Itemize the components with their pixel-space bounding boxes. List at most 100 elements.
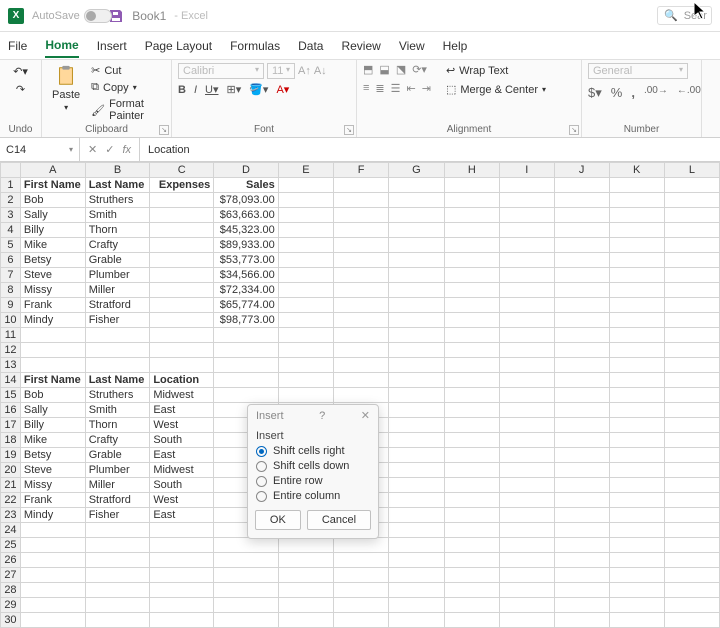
cell[interactable] — [214, 553, 279, 568]
cell[interactable] — [150, 238, 214, 253]
cell[interactable]: Billy — [20, 223, 85, 238]
cell[interactable] — [609, 433, 664, 448]
cell[interactable] — [278, 223, 333, 238]
row-header[interactable]: 16 — [1, 403, 21, 418]
cell[interactable]: Sales — [214, 178, 279, 193]
cell[interactable] — [554, 313, 609, 328]
cell[interactable] — [150, 193, 214, 208]
search-box[interactable]: 🔍 Sear — [657, 6, 712, 25]
cell[interactable] — [334, 553, 389, 568]
cell[interactable] — [500, 343, 555, 358]
col-header-K[interactable]: K — [609, 163, 664, 178]
cell[interactable]: Expenses — [150, 178, 214, 193]
cell[interactable] — [444, 178, 499, 193]
cell[interactable]: Frank — [20, 493, 85, 508]
col-header-I[interactable]: I — [500, 163, 555, 178]
decrease-font-icon[interactable]: A↓ — [314, 65, 327, 77]
cell[interactable] — [609, 268, 664, 283]
cell[interactable] — [214, 373, 279, 388]
indent-left-icon[interactable]: ⇤ — [407, 82, 416, 95]
cell[interactable] — [389, 223, 444, 238]
cell[interactable] — [150, 208, 214, 223]
cell[interactable] — [664, 538, 719, 553]
copy-button[interactable]: ⧉Copy▾ — [88, 80, 165, 95]
cell[interactable] — [278, 283, 333, 298]
cell[interactable] — [609, 223, 664, 238]
cell[interactable]: Betsy — [20, 448, 85, 463]
cell[interactable] — [500, 583, 555, 598]
cell[interactable]: South — [150, 478, 214, 493]
cell[interactable] — [444, 433, 499, 448]
cell[interactable] — [500, 493, 555, 508]
select-all-corner[interactable] — [1, 163, 21, 178]
cell[interactable] — [609, 478, 664, 493]
col-header-C[interactable]: C — [150, 163, 214, 178]
cell[interactable] — [664, 373, 719, 388]
tab-review[interactable]: Review — [341, 35, 380, 57]
cell[interactable] — [278, 178, 333, 193]
cell[interactable] — [609, 613, 664, 628]
cell[interactable]: Stratford — [85, 298, 150, 313]
cell[interactable] — [444, 313, 499, 328]
align-middle-icon[interactable]: ⬓ — [379, 63, 389, 76]
cell[interactable] — [389, 553, 444, 568]
row-header[interactable]: 10 — [1, 313, 21, 328]
cell[interactable] — [664, 433, 719, 448]
cell[interactable]: Betsy — [20, 253, 85, 268]
cell[interactable] — [334, 343, 389, 358]
cell[interactable] — [554, 463, 609, 478]
col-header-E[interactable]: E — [278, 163, 333, 178]
ok-button[interactable]: OK — [255, 510, 301, 530]
cell[interactable] — [554, 553, 609, 568]
cell[interactable] — [214, 613, 279, 628]
cell[interactable]: Bob — [20, 388, 85, 403]
cell[interactable] — [609, 568, 664, 583]
cell[interactable] — [444, 493, 499, 508]
cell[interactable] — [664, 463, 719, 478]
cell[interactable] — [500, 418, 555, 433]
cell[interactable] — [554, 268, 609, 283]
cell[interactable] — [500, 298, 555, 313]
cell[interactable] — [278, 328, 333, 343]
radio-shift-cells-down[interactable]: Shift cells down — [256, 460, 370, 472]
cell[interactable]: Mike — [20, 238, 85, 253]
cell[interactable] — [444, 538, 499, 553]
cell[interactable] — [609, 283, 664, 298]
cell[interactable] — [444, 343, 499, 358]
cell[interactable] — [334, 598, 389, 613]
cell[interactable] — [278, 373, 333, 388]
cell[interactable] — [278, 538, 333, 553]
row-header[interactable]: 28 — [1, 583, 21, 598]
cell[interactable]: $89,933.00 — [214, 238, 279, 253]
cell[interactable]: Crafty — [85, 433, 150, 448]
radio-entire-row[interactable]: Entire row — [256, 475, 370, 487]
formula-input[interactable]: Location — [140, 144, 198, 156]
cell[interactable] — [334, 613, 389, 628]
cell[interactable] — [609, 448, 664, 463]
cell[interactable] — [500, 178, 555, 193]
cell[interactable] — [609, 508, 664, 523]
cell[interactable] — [389, 448, 444, 463]
cell[interactable] — [334, 208, 389, 223]
cell[interactable] — [444, 553, 499, 568]
col-header-A[interactable]: A — [20, 163, 85, 178]
font-launcher[interactable]: ↘ — [344, 125, 354, 135]
underline-button[interactable]: U▾ — [205, 83, 218, 96]
row-header[interactable]: 13 — [1, 358, 21, 373]
cell[interactable] — [20, 328, 85, 343]
cell[interactable] — [609, 298, 664, 313]
cell[interactable] — [664, 478, 719, 493]
cell[interactable]: $34,566.00 — [214, 268, 279, 283]
cell[interactable] — [278, 568, 333, 583]
cell[interactable] — [20, 583, 85, 598]
col-header-B[interactable]: B — [85, 163, 150, 178]
cell[interactable] — [444, 193, 499, 208]
cell[interactable] — [278, 313, 333, 328]
cell[interactable] — [389, 478, 444, 493]
row-header[interactable]: 14 — [1, 373, 21, 388]
cell[interactable]: Grable — [85, 253, 150, 268]
cell[interactable] — [500, 388, 555, 403]
bold-button[interactable]: B — [178, 84, 186, 96]
cell[interactable] — [609, 538, 664, 553]
cell[interactable]: First Name — [20, 373, 85, 388]
